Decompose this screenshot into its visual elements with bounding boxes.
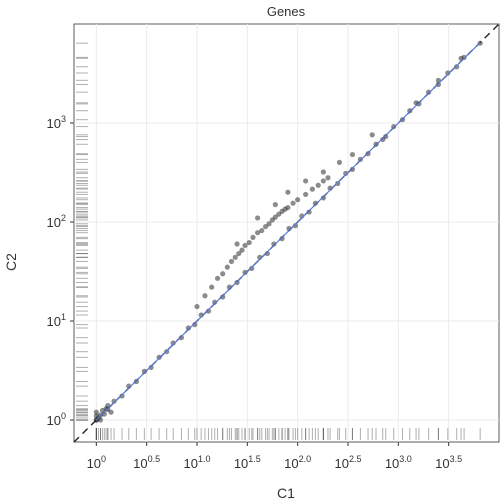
x-rug [95, 428, 481, 440]
data-point-1-16 [266, 221, 272, 227]
data-point-0-9 [156, 354, 162, 360]
data-point-0-31 [312, 200, 318, 206]
data-point-3-9 [380, 136, 386, 143]
data-point-0-4 [119, 393, 125, 399]
data-point-1-26 [309, 186, 315, 192]
y-tick-label-0: 100 [47, 411, 66, 428]
data-point-1-1 [202, 293, 208, 299]
data-point-1-8 [236, 250, 242, 257]
data-point-1-25 [303, 191, 309, 198]
data-point-3-3 [285, 189, 291, 195]
grid-lines [74, 24, 499, 442]
data-point-0-17 [212, 299, 218, 305]
x-tick-label-0: 100 [87, 454, 106, 471]
data-point-0-45 [426, 89, 432, 95]
data-point-0-14 [192, 322, 198, 328]
y-rug [76, 42, 88, 421]
data-point-1-6 [228, 258, 235, 265]
data-point-0-21 [242, 269, 248, 275]
data-point-1-22 [285, 204, 291, 211]
data-point-1-0 [194, 303, 200, 310]
fit-line [95, 42, 481, 421]
x-tick-label-3: 101.5 [234, 454, 261, 471]
data-point-1-14 [259, 227, 265, 234]
data-point-1-10 [242, 242, 248, 249]
data-point-3-8 [369, 132, 375, 138]
data-point-0-35 [343, 170, 349, 176]
data-point-0-8 [148, 364, 154, 371]
data-point-0-30 [306, 209, 312, 215]
data-point-2-2 [93, 409, 99, 415]
data-point-0-28 [292, 223, 299, 229]
x-tick-label-2: 101.0 [184, 454, 211, 471]
data-point-0-48 [454, 64, 460, 70]
data-point-0-25 [271, 241, 277, 247]
data-point-0-22 [249, 265, 255, 272]
data-point-1-2 [209, 284, 215, 290]
data-point-1-11 [246, 239, 252, 246]
data-point-0-26 [279, 236, 285, 242]
data-point-3-1 [255, 215, 261, 221]
data-point-1-15 [262, 223, 269, 230]
data-point-3-4 [303, 178, 309, 184]
data-point-0-12 [178, 335, 185, 341]
data-point-1-12 [250, 234, 256, 240]
chart-title: Genes [267, 4, 306, 19]
y-tick-label-2: 102 [47, 213, 66, 230]
data-point-1-13 [255, 230, 261, 236]
data-point-1-9 [239, 247, 245, 253]
y-tick-label-1: 101 [47, 312, 66, 329]
x-tick-label-7: 103.5 [435, 454, 462, 471]
data-point-3-0 [234, 241, 240, 247]
x-tick-label-6: 103.0 [385, 454, 412, 471]
data-point-1-7 [232, 254, 238, 260]
x-tick-label-1: 100.5 [133, 454, 160, 471]
data-point-0-47 [445, 70, 451, 76]
data-point-1-18 [272, 214, 278, 220]
data-point-0-7 [141, 368, 147, 374]
y-axis-ticks: 100 101 102 103 [47, 114, 74, 428]
data-point-0-18 [220, 294, 226, 300]
data-point-0-34 [335, 180, 341, 187]
data-point-1-29 [325, 175, 331, 181]
data-point-3-5 [320, 169, 326, 175]
data-point-0-11 [170, 340, 176, 346]
data-point-0-37 [357, 156, 364, 162]
data-point-1-23 [290, 200, 296, 206]
data-point-1-27 [315, 182, 321, 188]
data-point-1-4 [220, 271, 226, 277]
data-point-3-6 [336, 159, 343, 166]
data-point-0-32 [320, 195, 326, 201]
y-axis-title: C2 [3, 253, 19, 271]
x-tick-label-4: 102.0 [284, 454, 311, 471]
x-axis-ticks: 100 100.5 101.0 101.5 102.0 102.5 103.0 103.5 [87, 442, 462, 471]
data-point-3-7 [349, 151, 356, 158]
data-point-2-4 [97, 417, 104, 423]
x-axis-title: C1 [277, 485, 295, 501]
data-point-1-3 [214, 275, 221, 281]
data-point-1-24 [295, 197, 301, 203]
data-point-0-3 [111, 398, 117, 404]
data-point-3-2 [272, 201, 278, 208]
data-point-2-9 [108, 409, 114, 415]
data-point-0-36 [349, 166, 356, 172]
data-point-0-16 [205, 308, 212, 314]
data-point-1-5 [224, 264, 230, 270]
y-tick-label-3: 103 [47, 114, 66, 131]
data-point-0-13 [185, 325, 191, 331]
x-tick-label-5: 102.5 [335, 454, 362, 471]
data-point-0-10 [164, 349, 170, 355]
data-point-1-28 [320, 178, 326, 184]
